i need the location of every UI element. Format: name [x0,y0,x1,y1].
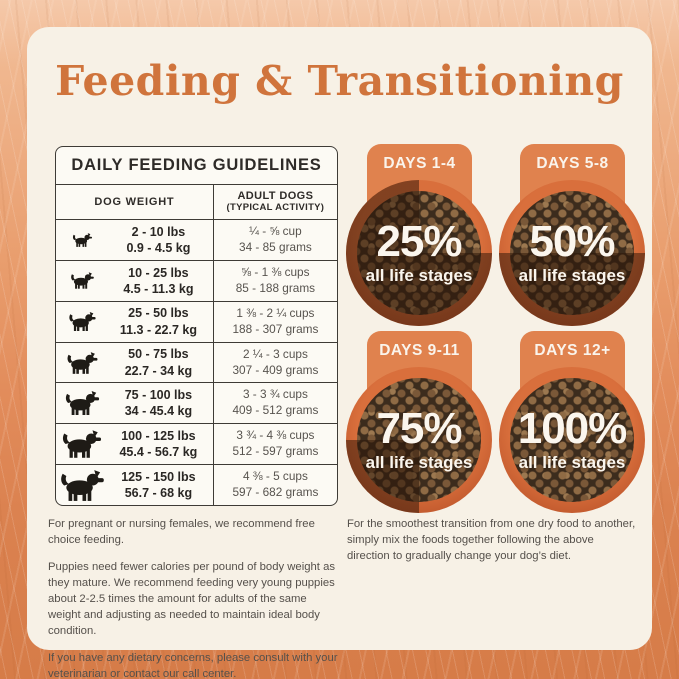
amount-cups: 1 ⅜ - 2 ¼ cups [236,305,315,320]
weight-lbs: 75 - 100 lbs [124,388,193,403]
amount-grams: 512 - 597 grams [232,444,319,459]
life-stages-label: all life stages [518,453,626,472]
weight-lbs: 10 - 25 lbs [128,265,189,280]
portion-wedge-75 [346,367,492,513]
transition-step-1: DAYS 1-4 25% all life stages [346,144,493,326]
dog-icon [56,352,108,374]
percent-label: 25% [376,217,462,266]
weight-lbs: 125 - 150 lbs [121,469,196,484]
feeding-notes: For pregnant or nursing females, we reco… [48,516,340,679]
life-stages-label: all life stages [365,266,473,285]
amount-cups: 3 ¾ - 4 ⅜ cups [236,428,315,443]
amount-grams: 597 - 682 grams [232,485,319,500]
food-bowl [346,180,492,326]
note-dietary-concerns: If you have any dietary concerns, please… [48,652,338,679]
weight-kg: 34 - 45.4 kg [124,404,193,419]
table-row: 25 - 50 lbs 11.3 - 22.7 kg 1 ⅜ - 2 ¼ cups… [56,301,337,343]
weight-lbs: 100 - 125 lbs [121,428,196,443]
note-pregnant-nursing: For pregnant or nursing females, we reco… [48,518,315,547]
food-bowl [499,180,645,326]
table-row: 2 - 10 lbs 0.9 - 4.5 kg ¼ - ⅝ cup 34 - 85 … [56,220,337,261]
dog-icon [56,233,108,247]
table-row: 125 - 150 lbs 56.7 - 68 kg 4 ⅜ - 5 cups 59… [56,465,337,505]
weight-kg: 22.7 - 34 kg [124,363,193,378]
life-stages-label: all life stages [365,453,473,472]
info-card: Feeding & Transitioning DAILY FEEDING GU… [27,27,652,679]
weight-lbs: 25 - 50 lbs [128,306,189,321]
weight-kg: 56.7 - 68 kg [124,486,193,501]
dog-icon [56,272,108,289]
table-row: 50 - 75 lbs 22.7 - 34 kg 2 ¼ - 3 cups 307 … [56,342,337,384]
amount-cups: ⅝ - 1 ⅜ cups [241,264,310,279]
typical-activity-label: (TYPICAL ACTIVITY) [226,201,325,213]
life-stages-label: all life stages [518,266,626,285]
percent-label: 100% [517,404,628,453]
portion-wedge-50 [499,180,645,326]
weight-lbs: 50 - 75 lbs [128,347,189,362]
transition-step-2: DAYS 5-8 50% all life stages [499,144,646,326]
amount-grams: 188 - 307 grams [232,321,319,336]
page-title: Feeding & Transitioning [55,57,624,105]
column-header-dog-weight: DOG WEIGHT [94,196,175,208]
column-header-adult-dogs: ADULT DOGS (TYPICAL ACTIVITY) [212,185,337,219]
percent-label: 50% [529,217,615,266]
bowl-caption: 75% all life stages [346,367,492,513]
dog-icon [56,391,108,415]
dog-icon [56,470,108,501]
amount-cups: 2 ¼ - 3 cups [242,346,308,361]
weight-kg: 0.9 - 4.5 kg [126,240,191,255]
transition-notes: For the smoothest transition from one dr… [347,516,639,575]
dog-icon [56,312,108,331]
weight-lbs: 2 - 10 lbs [131,224,186,239]
amount-cups: ¼ - ⅝ cup [249,224,302,238]
table-row: 100 - 125 lbs 45.4 - 56.7 kg 3 ¾ - 4 ⅜ cu… [56,424,337,466]
amount-grams: 34 - 85 grams [239,239,312,254]
table-title: DAILY FEEDING GUIDELINES [56,147,337,185]
amount-cups: 4 ⅜ - 5 cups [242,469,308,484]
transition-step-4: DAYS 12+ 100% all life stages [499,331,646,513]
feeding-guidelines-table: DAILY FEEDING GUIDELINES DOG WEIGHT ADUL… [55,146,338,506]
amount-grams: 409 - 512 grams [232,403,319,418]
amount-grams: 85 - 188 grams [235,280,316,295]
amount-grams: 307 - 409 grams [232,362,319,377]
dog-icon [56,430,108,458]
weight-kg: 45.4 - 56.7 kg [119,445,198,460]
food-bowl [499,367,645,513]
amount-cups: 3 - 3 ¾ cups [242,387,308,402]
table-row: 75 - 100 lbs 34 - 45.4 kg 3 - 3 ¾ cups 409… [56,383,337,425]
kibble-texture [510,378,634,502]
bowl-caption: 100% all life stages [499,367,645,513]
note-puppies: Puppies need fewer calories per pound of… [48,561,336,638]
bowl-caption: 25% all life stages [346,180,492,326]
note-transition: For the smoothest transition from one dr… [347,518,636,563]
adult-dogs-label: ADULT DOGS [237,190,314,203]
portion-wedge-25 [346,180,492,326]
weight-kg: 11.3 - 22.7 kg [119,322,197,337]
transition-step-3: DAYS 9-11 75% all life stages [346,331,493,513]
percent-label: 75% [376,404,462,453]
transition-schedule: DAYS 1-4 25% all life stages DAYS 5-8 50… [346,144,646,513]
weight-kg: 4.5 - 11.3 kg [123,281,194,296]
table-header-row: DOG WEIGHT ADULT DOGS (TYPICAL ACTIVITY) [56,185,337,220]
bowl-caption: 50% all life stages [499,180,645,326]
table-row: 10 - 25 lbs 4.5 - 11.3 kg ⅝ - 1 ⅜ cups 85 … [56,260,337,302]
food-bowl [346,367,492,513]
